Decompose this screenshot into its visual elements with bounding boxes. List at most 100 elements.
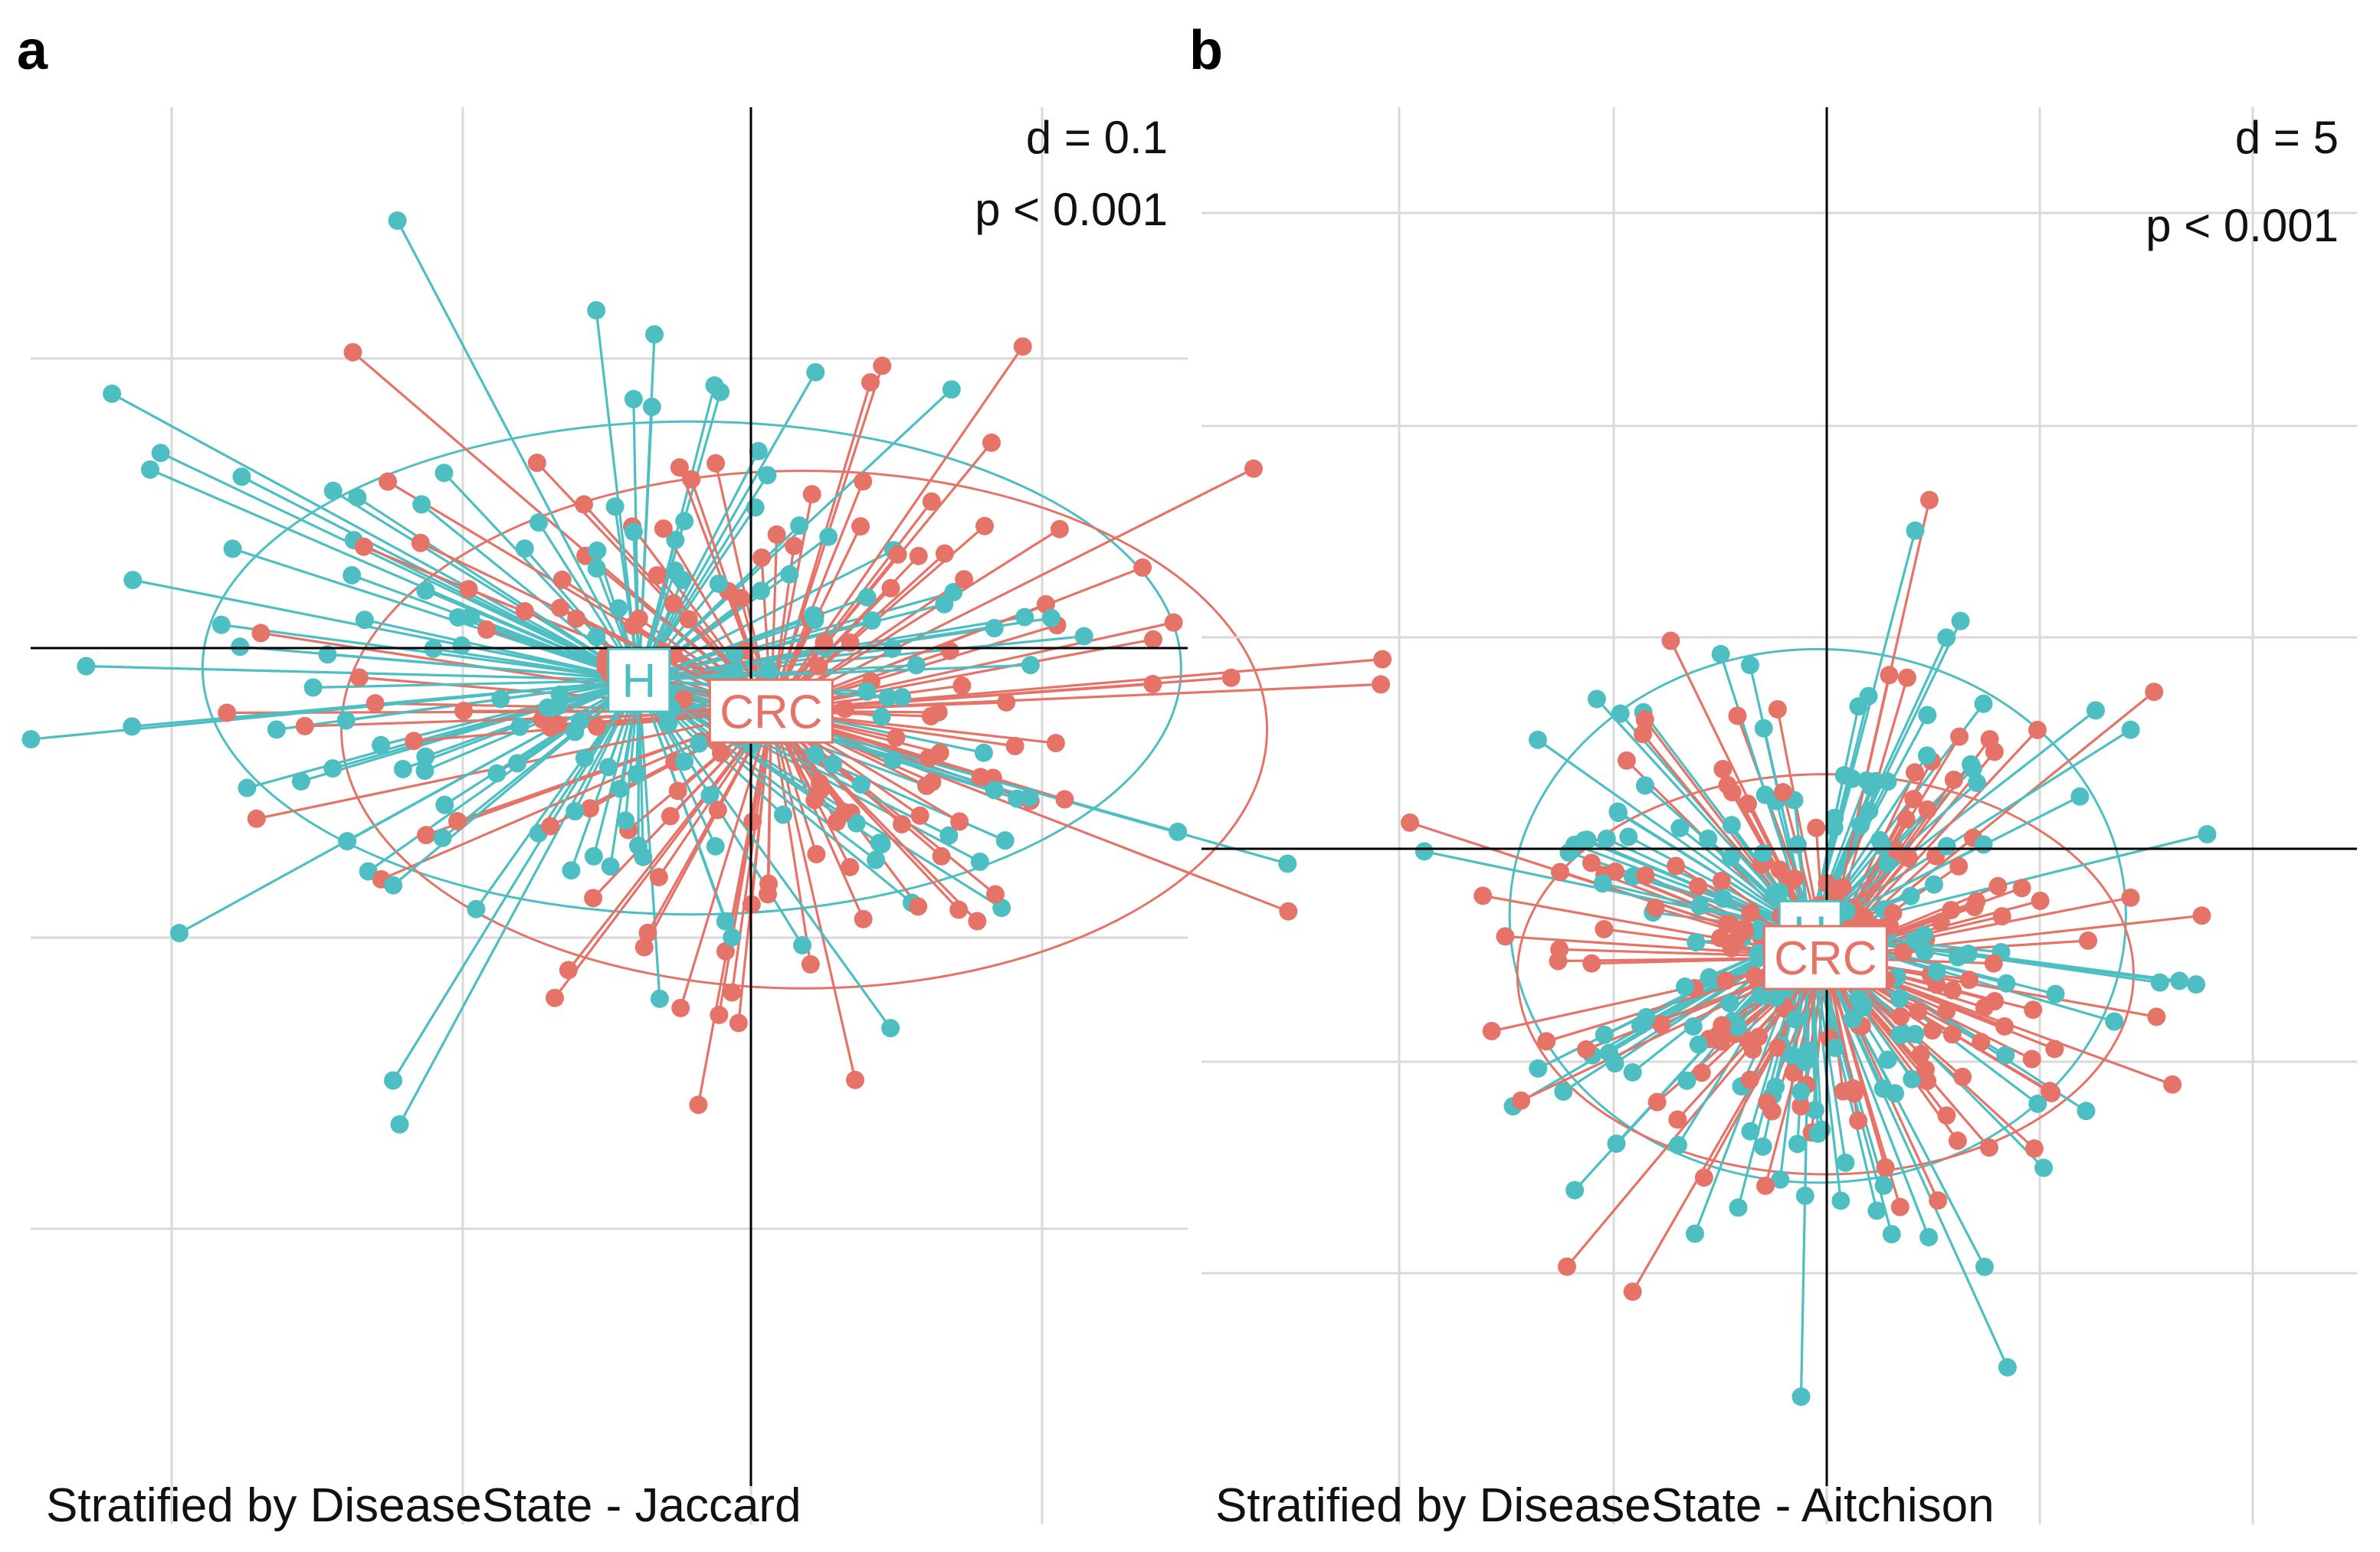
point-crc [1785, 869, 1804, 888]
point-crc [1953, 1067, 1972, 1086]
point-h [675, 752, 694, 771]
centroid-label-box-crc [1762, 925, 1888, 990]
point-h [1699, 829, 1718, 848]
point-h [238, 778, 257, 797]
point-h [706, 837, 725, 856]
point-crc [1636, 866, 1655, 885]
point-h [805, 611, 824, 630]
point-h [1882, 1225, 1901, 1244]
point-crc [1133, 558, 1152, 577]
point-h [1753, 1137, 1772, 1156]
panel-b-p-stat: p < 0.001 [2146, 200, 2339, 251]
point-crc [2042, 1083, 2061, 1102]
point-crc [955, 570, 974, 589]
point-crc [1979, 1138, 1998, 1157]
point-crc [567, 609, 586, 628]
point-crc [881, 578, 900, 598]
point-h [267, 720, 286, 739]
point-h [570, 712, 589, 731]
centroid-label-box-h [607, 647, 671, 713]
point-h [872, 835, 891, 854]
point-h [723, 663, 742, 682]
point-crc [1743, 1040, 1762, 1059]
point-h [1635, 776, 1654, 795]
point-crc [1667, 856, 1686, 876]
point-h [2028, 1094, 2047, 1113]
point-crc [1768, 699, 1787, 719]
point-h [645, 325, 664, 344]
point-crc [549, 715, 568, 734]
point-h [1529, 1059, 1548, 1078]
point-crc [767, 525, 786, 544]
point-crc [710, 1005, 729, 1024]
point-crc [1373, 650, 1392, 669]
point-h [587, 301, 606, 320]
point-h [565, 801, 585, 820]
point-h [862, 611, 881, 630]
point-crc [1164, 613, 1183, 632]
point-h [1951, 611, 1970, 630]
point-h [538, 698, 557, 717]
point-crc [1937, 1106, 1956, 1125]
spoke-h [232, 547, 640, 682]
point-h [1587, 689, 1606, 709]
point-h [1741, 1121, 1760, 1141]
point-crc [664, 594, 683, 613]
point-h [1974, 835, 1993, 854]
point-crc [1896, 810, 1916, 829]
point-crc [1728, 706, 1747, 725]
point-crc [1036, 594, 1055, 614]
point-crc [873, 356, 892, 375]
point-crc [580, 799, 599, 818]
point-h [433, 828, 452, 847]
point-h [103, 384, 122, 403]
point-crc [541, 817, 560, 836]
point-h [1857, 771, 1877, 790]
point-crc [1738, 794, 1757, 814]
point-h [857, 682, 877, 701]
point-crc [1557, 1257, 1576, 1276]
point-crc [854, 909, 873, 928]
point-h [588, 541, 607, 560]
point-h [1996, 1046, 2015, 1065]
point-h [1619, 827, 1638, 846]
point-crc [811, 774, 830, 793]
centroid-label-crc: CRC [720, 686, 822, 738]
panel-a-caption: Stratified by DiseaseState - Jaccard [46, 1479, 802, 1532]
panel-b-caption: Stratified by DiseaseState - Aitchison [1215, 1479, 1995, 1532]
point-h [1278, 854, 1297, 873]
point-crc [1959, 971, 1978, 990]
point-crc [910, 806, 929, 825]
point-h [416, 581, 435, 600]
point-h [1918, 706, 1937, 725]
spoke-h [1808, 932, 2009, 1368]
point-h [1782, 1046, 1801, 1065]
point-crc [454, 702, 473, 721]
point-h [151, 444, 170, 463]
point-crc [1046, 734, 1065, 753]
point-h [1860, 801, 1879, 820]
point-h [1749, 944, 1768, 963]
point-h [1974, 694, 1993, 713]
point-h [985, 781, 1004, 800]
centroid-label-crc: CRC [1774, 932, 1877, 985]
point-h [1722, 848, 1741, 867]
point-crc [1984, 954, 2003, 973]
point-h [587, 559, 606, 578]
point-crc [1916, 1060, 1935, 1079]
point-crc [1689, 877, 1708, 896]
point-crc [935, 544, 954, 563]
point-crc [861, 373, 880, 392]
spoke-h [638, 663, 1031, 682]
point-crc [550, 598, 569, 617]
point-crc [448, 811, 467, 830]
spoke-h [247, 679, 640, 790]
point-crc [1050, 519, 1069, 539]
point-h [823, 755, 842, 774]
point-crc [575, 495, 594, 514]
point-h [1825, 1038, 1844, 1057]
point-h [1554, 1082, 1573, 1101]
spoke-h [638, 388, 952, 682]
centroid-label-h: H [621, 655, 656, 708]
